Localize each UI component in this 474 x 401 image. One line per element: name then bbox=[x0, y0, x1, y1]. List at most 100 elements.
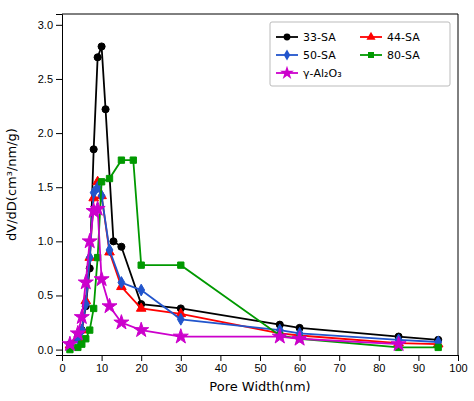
x-axis-tick-mark bbox=[458, 355, 459, 361]
series-point bbox=[78, 275, 93, 289]
x-axis-tick: 50 bbox=[254, 355, 266, 374]
y-axis-tick-label: 0.5 bbox=[38, 289, 53, 301]
series-point bbox=[114, 315, 129, 329]
y-axis-tick-mark bbox=[56, 295, 62, 296]
x-axis-tick: 100 bbox=[449, 355, 467, 374]
legend-item: γ-Al₂O₃ bbox=[276, 66, 342, 80]
x-axis-tick-label: 100 bbox=[449, 362, 467, 374]
x-axis-tick-label: 40 bbox=[215, 362, 227, 374]
legend-swatch-marker bbox=[284, 34, 291, 41]
x-axis-tick-mark bbox=[141, 355, 142, 361]
series-point bbox=[391, 336, 406, 350]
series-point bbox=[94, 54, 101, 61]
series-line bbox=[70, 160, 438, 349]
x-axis-tick: 20 bbox=[136, 355, 148, 374]
x-axis-line bbox=[63, 356, 459, 362]
plot: 0 10 20 30 40 50 60 70 80 90 100 0.0 0.5 1.0 1.5 2.0 2.5… bbox=[38, 14, 468, 374]
frame-top bbox=[62, 14, 458, 15]
series-point bbox=[70, 325, 85, 339]
legend-label: 50-SA bbox=[303, 49, 336, 62]
legend-label: 80-SA bbox=[387, 49, 420, 62]
x-axis-tick-label: 70 bbox=[334, 362, 346, 374]
x-axis-tick: 80 bbox=[373, 355, 385, 374]
series-point bbox=[178, 262, 184, 268]
series-line bbox=[70, 209, 399, 344]
series-point bbox=[292, 331, 307, 345]
series-point bbox=[118, 157, 124, 163]
x-axis-tick-mark bbox=[339, 355, 340, 361]
chart: 0 10 20 30 40 50 60 70 80 90 100 0.0 0.5 1.0 1.5 2.0 2.5… bbox=[0, 0, 474, 401]
series-point bbox=[94, 271, 109, 285]
series-point bbox=[118, 277, 125, 289]
series-point bbox=[98, 179, 104, 185]
y-axis-tick: 2.5 bbox=[38, 73, 62, 85]
y-axis-line bbox=[56, 15, 63, 356]
frame-right bbox=[458, 14, 459, 355]
series-line bbox=[70, 182, 438, 345]
x-axis-tick: 90 bbox=[413, 355, 425, 374]
y-axis-tick-label: 1.0 bbox=[38, 235, 53, 247]
legend-box bbox=[270, 22, 450, 86]
x-axis-tick-label: 20 bbox=[136, 362, 148, 374]
y-axis-title: dV/dD(cm³/nm/g) bbox=[4, 128, 19, 241]
x-axis-tick: 30 bbox=[175, 355, 187, 374]
legend-swatch-marker bbox=[280, 66, 294, 79]
series-point bbox=[110, 238, 117, 245]
y-axis-tick-mark bbox=[56, 187, 62, 188]
y-axis-tick-mark bbox=[56, 350, 62, 351]
series-point bbox=[138, 262, 144, 268]
x-axis-tick-mark bbox=[300, 355, 301, 361]
y-axis-tick-label: 3.0 bbox=[38, 19, 53, 31]
series-point bbox=[90, 146, 97, 153]
series-point bbox=[272, 329, 287, 343]
x-axis-tick-mark bbox=[220, 355, 221, 361]
y-axis-tick: 1.0 bbox=[38, 235, 62, 247]
series-point bbox=[91, 305, 97, 311]
x-axis-tick-label: 10 bbox=[96, 362, 108, 374]
x-axis-tick-label: 80 bbox=[373, 362, 385, 374]
series-point bbox=[90, 201, 105, 215]
series-point bbox=[98, 43, 105, 50]
series-point bbox=[102, 298, 117, 312]
y-axis-tick: 1.5 bbox=[38, 181, 62, 193]
y-axis: 0.0 0.5 1.0 1.5 2.0 2.5 3.0 bbox=[38, 15, 63, 356]
x-axis-tick: 60 bbox=[294, 355, 306, 374]
y-axis-tick-mark bbox=[56, 241, 62, 242]
x-axis-tick-mark bbox=[102, 355, 103, 361]
legend-swatch-marker bbox=[284, 49, 290, 60]
legend-item: 33-SA bbox=[276, 31, 336, 44]
legend-swatch-marker bbox=[366, 32, 375, 40]
y-axis-tick: 0.0 bbox=[38, 344, 62, 356]
series-point bbox=[130, 157, 136, 163]
x-axis-tick-label: 0 bbox=[59, 362, 65, 374]
series-point bbox=[106, 175, 112, 181]
x-axis-tick-label: 30 bbox=[175, 362, 187, 374]
series-point bbox=[435, 344, 441, 350]
series-point bbox=[82, 233, 97, 247]
x-axis-title: Pore Width(nm) bbox=[209, 379, 310, 394]
x-axis-tick-mark bbox=[379, 355, 380, 361]
legend-label: γ-Al₂O₃ bbox=[303, 67, 342, 80]
x-axis-tick: 70 bbox=[334, 355, 346, 374]
series-point bbox=[134, 322, 149, 336]
series-point bbox=[173, 329, 188, 343]
y-axis-tick-mark bbox=[56, 79, 62, 80]
y-axis-tick-label: 2.5 bbox=[38, 73, 53, 85]
legend-swatch-marker bbox=[368, 52, 374, 58]
marks bbox=[62, 43, 443, 353]
x-axis-tick-mark bbox=[181, 355, 182, 361]
series-point bbox=[136, 303, 146, 311]
x-axis-tick-mark bbox=[260, 355, 261, 361]
series-point bbox=[87, 327, 93, 333]
x-axis-tick: 10 bbox=[96, 355, 108, 374]
legend-label: 33-SA bbox=[303, 31, 336, 44]
y-axis-tick: 0.5 bbox=[38, 289, 62, 301]
x-axis-tick-label: 50 bbox=[254, 362, 266, 374]
legend-item: 44-SA bbox=[360, 31, 420, 44]
y-axis-tick: 2.0 bbox=[38, 127, 62, 139]
series-point bbox=[177, 313, 184, 325]
x-axis-tick-label: 90 bbox=[413, 362, 425, 374]
legend-label: 44-SA bbox=[387, 31, 420, 44]
series-point bbox=[102, 106, 109, 113]
y-axis-tick: 3.0 bbox=[38, 19, 62, 31]
